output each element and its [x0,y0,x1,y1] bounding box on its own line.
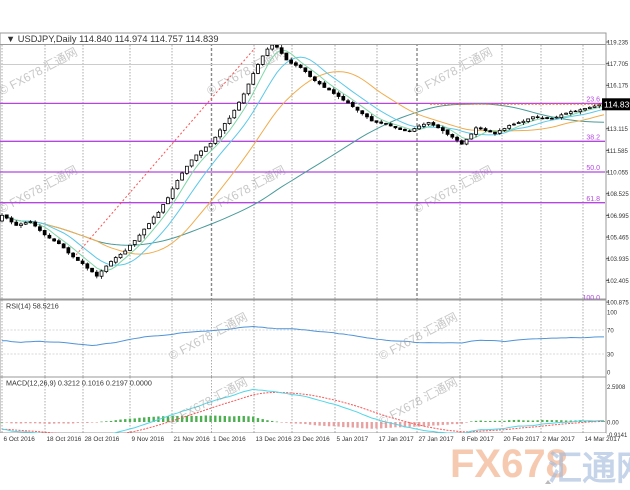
svg-text:MACD(12,26,9) 0.3212 0.1016 0.: MACD(12,26,9) 0.3212 0.1016 0.2197 0.000… [6,379,152,388]
svg-text:111.585: 111.585 [607,149,628,155]
svg-text:23.6: 23.6 [586,97,600,104]
svg-text:117.705: 117.705 [607,62,629,68]
svg-text:RSI(14) 58.5216: RSI(14) 58.5216 [6,302,59,311]
svg-text:汇通网: 汇通网 [548,450,630,488]
svg-text:5 Jan 2017: 5 Jan 2017 [337,436,369,443]
svg-text:13 Dec 2016: 13 Dec 2016 [256,436,293,443]
svg-text:9 Nov 2016: 9 Nov 2016 [132,436,165,443]
svg-text:102.405: 102.405 [607,279,629,285]
svg-text:38.2: 38.2 [586,135,600,142]
svg-text:61.8: 61.8 [586,196,600,203]
svg-text:108.525: 108.525 [607,192,629,198]
svg-text:28 Oct 2016: 28 Oct 2016 [85,436,120,443]
svg-text:100: 100 [607,310,618,316]
svg-text:50.0: 50.0 [586,165,600,172]
svg-text:18 Oct 2016: 18 Oct 2016 [47,436,82,443]
svg-text:105.465: 105.465 [607,236,629,242]
svg-text:14 Mar 2017: 14 Mar 2017 [585,436,621,443]
svg-text:100.875: 100.875 [607,301,629,307]
svg-text:106.995: 106.995 [607,214,629,220]
svg-text:0.00: 0.00 [607,420,619,426]
svg-text:103.935: 103.935 [607,257,629,263]
svg-text:70: 70 [607,328,614,334]
svg-text:23 Dec 2016: 23 Dec 2016 [294,436,331,443]
svg-text:2.5908: 2.5908 [607,385,626,391]
svg-text:27 Jan 2017: 27 Jan 2017 [419,436,455,443]
svg-text:116.175: 116.175 [607,84,629,90]
svg-text:▼ USDJPY,Daily 114.840 114.9: ▼ USDJPY,Daily 114.840 114.974 114.757 1… [6,34,219,44]
svg-text:114.839: 114.839 [604,99,630,109]
svg-text:6 Oct 2016: 6 Oct 2016 [4,436,36,443]
svg-text:30: 30 [607,352,614,358]
svg-text:1 Dec 2016: 1 Dec 2016 [213,436,246,443]
svg-text:21 Nov 2016: 21 Nov 2016 [174,436,211,443]
svg-text:119.235: 119.235 [607,40,629,46]
svg-text:17 Jan 2017: 17 Jan 2017 [379,436,415,443]
svg-text:113.115: 113.115 [607,127,628,133]
svg-text:110.055: 110.055 [607,170,629,176]
